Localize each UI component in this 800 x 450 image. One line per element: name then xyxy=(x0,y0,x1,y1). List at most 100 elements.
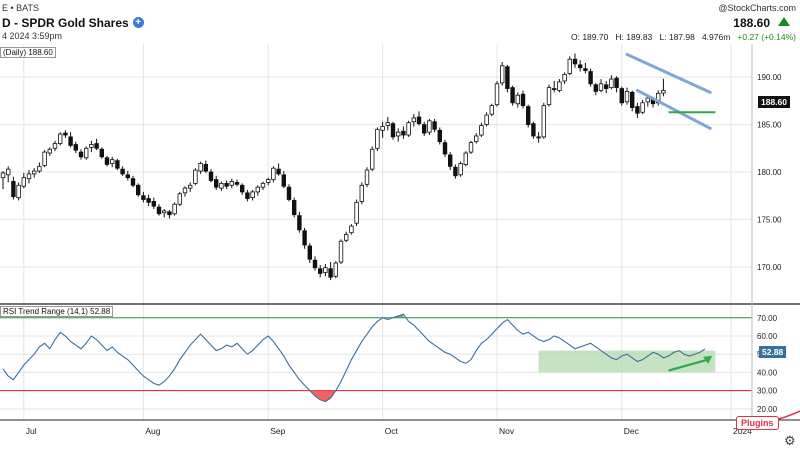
candle-body xyxy=(421,124,427,134)
candle-body xyxy=(635,106,640,114)
candle-body xyxy=(520,93,526,107)
candle-body xyxy=(193,169,198,184)
candle-body xyxy=(479,125,484,136)
candle-body xyxy=(354,201,359,224)
channel-upper-line xyxy=(625,52,712,94)
candle-body xyxy=(6,168,11,176)
rsi-tick-label: 60.00 xyxy=(757,332,778,341)
candle-body xyxy=(68,136,73,146)
brand-label: @StockCharts.com xyxy=(718,3,796,13)
candle-body xyxy=(416,116,422,125)
last-price-value: 188.60 xyxy=(733,16,770,30)
volume-value: 4.976m xyxy=(701,32,731,42)
rsi-panel-label: RSI Trend Range (14,1) 52.88 xyxy=(0,306,114,317)
up-arrow-icon xyxy=(778,17,790,26)
candle-body xyxy=(94,143,99,149)
candle-body xyxy=(463,152,468,165)
candle-body xyxy=(156,206,162,215)
channel-lower-line xyxy=(635,88,712,130)
candle-body xyxy=(432,121,437,130)
x-tick-label: Aug xyxy=(145,426,160,436)
candle-body xyxy=(58,133,63,144)
oversold-fill xyxy=(309,390,336,402)
plugins-button[interactable]: Plugins xyxy=(736,416,779,430)
price-panel-label: (Daily) 188.60 xyxy=(0,47,56,58)
candle-body xyxy=(338,240,344,263)
candle-body xyxy=(47,148,52,154)
candle-body xyxy=(99,148,104,158)
candle-body xyxy=(364,169,370,185)
gear-icon[interactable]: ⚙ xyxy=(784,433,796,448)
candle-body xyxy=(401,130,406,136)
candle-body xyxy=(624,91,630,103)
candle-body xyxy=(562,73,567,82)
candle-body xyxy=(302,230,307,246)
candle-body xyxy=(661,90,666,94)
candle-body xyxy=(578,64,583,69)
candle-body xyxy=(411,117,416,123)
candle-body xyxy=(317,268,323,274)
candle-body xyxy=(588,71,593,85)
candle-body xyxy=(323,267,328,273)
x-tick-label: 2024 xyxy=(733,426,752,436)
candle-body xyxy=(37,165,42,172)
candle-body xyxy=(437,129,442,143)
candle-body xyxy=(468,142,474,153)
candle-body xyxy=(375,128,380,149)
candle-body xyxy=(250,191,255,199)
candle-body xyxy=(458,163,463,176)
candle-body xyxy=(281,174,286,187)
candle-body xyxy=(510,87,515,104)
candle-body xyxy=(286,186,292,200)
candle-body xyxy=(224,182,229,187)
candle-body xyxy=(390,123,396,138)
candle-body xyxy=(406,122,411,136)
exchange-label: E • BATS xyxy=(2,3,39,13)
candle-body xyxy=(146,198,151,203)
candle-body xyxy=(395,131,401,137)
candle-body xyxy=(255,186,260,193)
candle-body xyxy=(26,173,32,180)
open-label: O: xyxy=(570,32,580,42)
candle-body xyxy=(333,262,338,277)
candle-body xyxy=(52,143,58,149)
candle-body xyxy=(380,126,385,131)
candle-body xyxy=(161,210,167,214)
candle-body xyxy=(42,151,47,166)
candle-body xyxy=(89,144,94,148)
candle-body xyxy=(291,200,297,216)
candle-body xyxy=(130,178,136,186)
candle-body xyxy=(619,88,624,104)
last-price-tag: 188.60 xyxy=(758,96,790,108)
x-tick-label: Nov xyxy=(499,426,515,436)
price-tick-label: 175.00 xyxy=(757,215,782,224)
last-price: 188.60 xyxy=(733,14,770,32)
candle-body xyxy=(427,120,432,133)
high-label: H: xyxy=(615,32,624,42)
rsi-tick-label: 70.00 xyxy=(757,314,778,323)
add-icon[interactable]: + xyxy=(132,17,144,29)
candle-body xyxy=(343,234,349,241)
trend-arrow-head xyxy=(703,355,713,364)
price-tick-label: 170.00 xyxy=(757,263,782,272)
candle-body xyxy=(271,167,276,180)
candle-body xyxy=(172,203,177,215)
price-tick-label: 185.00 xyxy=(757,121,782,130)
candle-body xyxy=(557,81,562,91)
high-value: 189.83 xyxy=(626,32,653,42)
candle-body xyxy=(593,84,598,92)
candle-body xyxy=(182,187,188,194)
price-tick-label: 190.00 xyxy=(757,73,782,82)
candle-body xyxy=(567,58,572,74)
candle-body xyxy=(63,132,68,136)
x-tick-label: Oct xyxy=(385,426,399,436)
candle-body xyxy=(177,193,182,205)
rsi-range-zone xyxy=(538,350,716,373)
rsi-value-tag: 52.88 xyxy=(759,346,787,358)
candle-body xyxy=(349,225,354,234)
candle-body xyxy=(219,182,224,189)
candle-body xyxy=(630,91,635,108)
x-tick-label: Sep xyxy=(270,426,285,436)
candle-body xyxy=(239,184,245,193)
